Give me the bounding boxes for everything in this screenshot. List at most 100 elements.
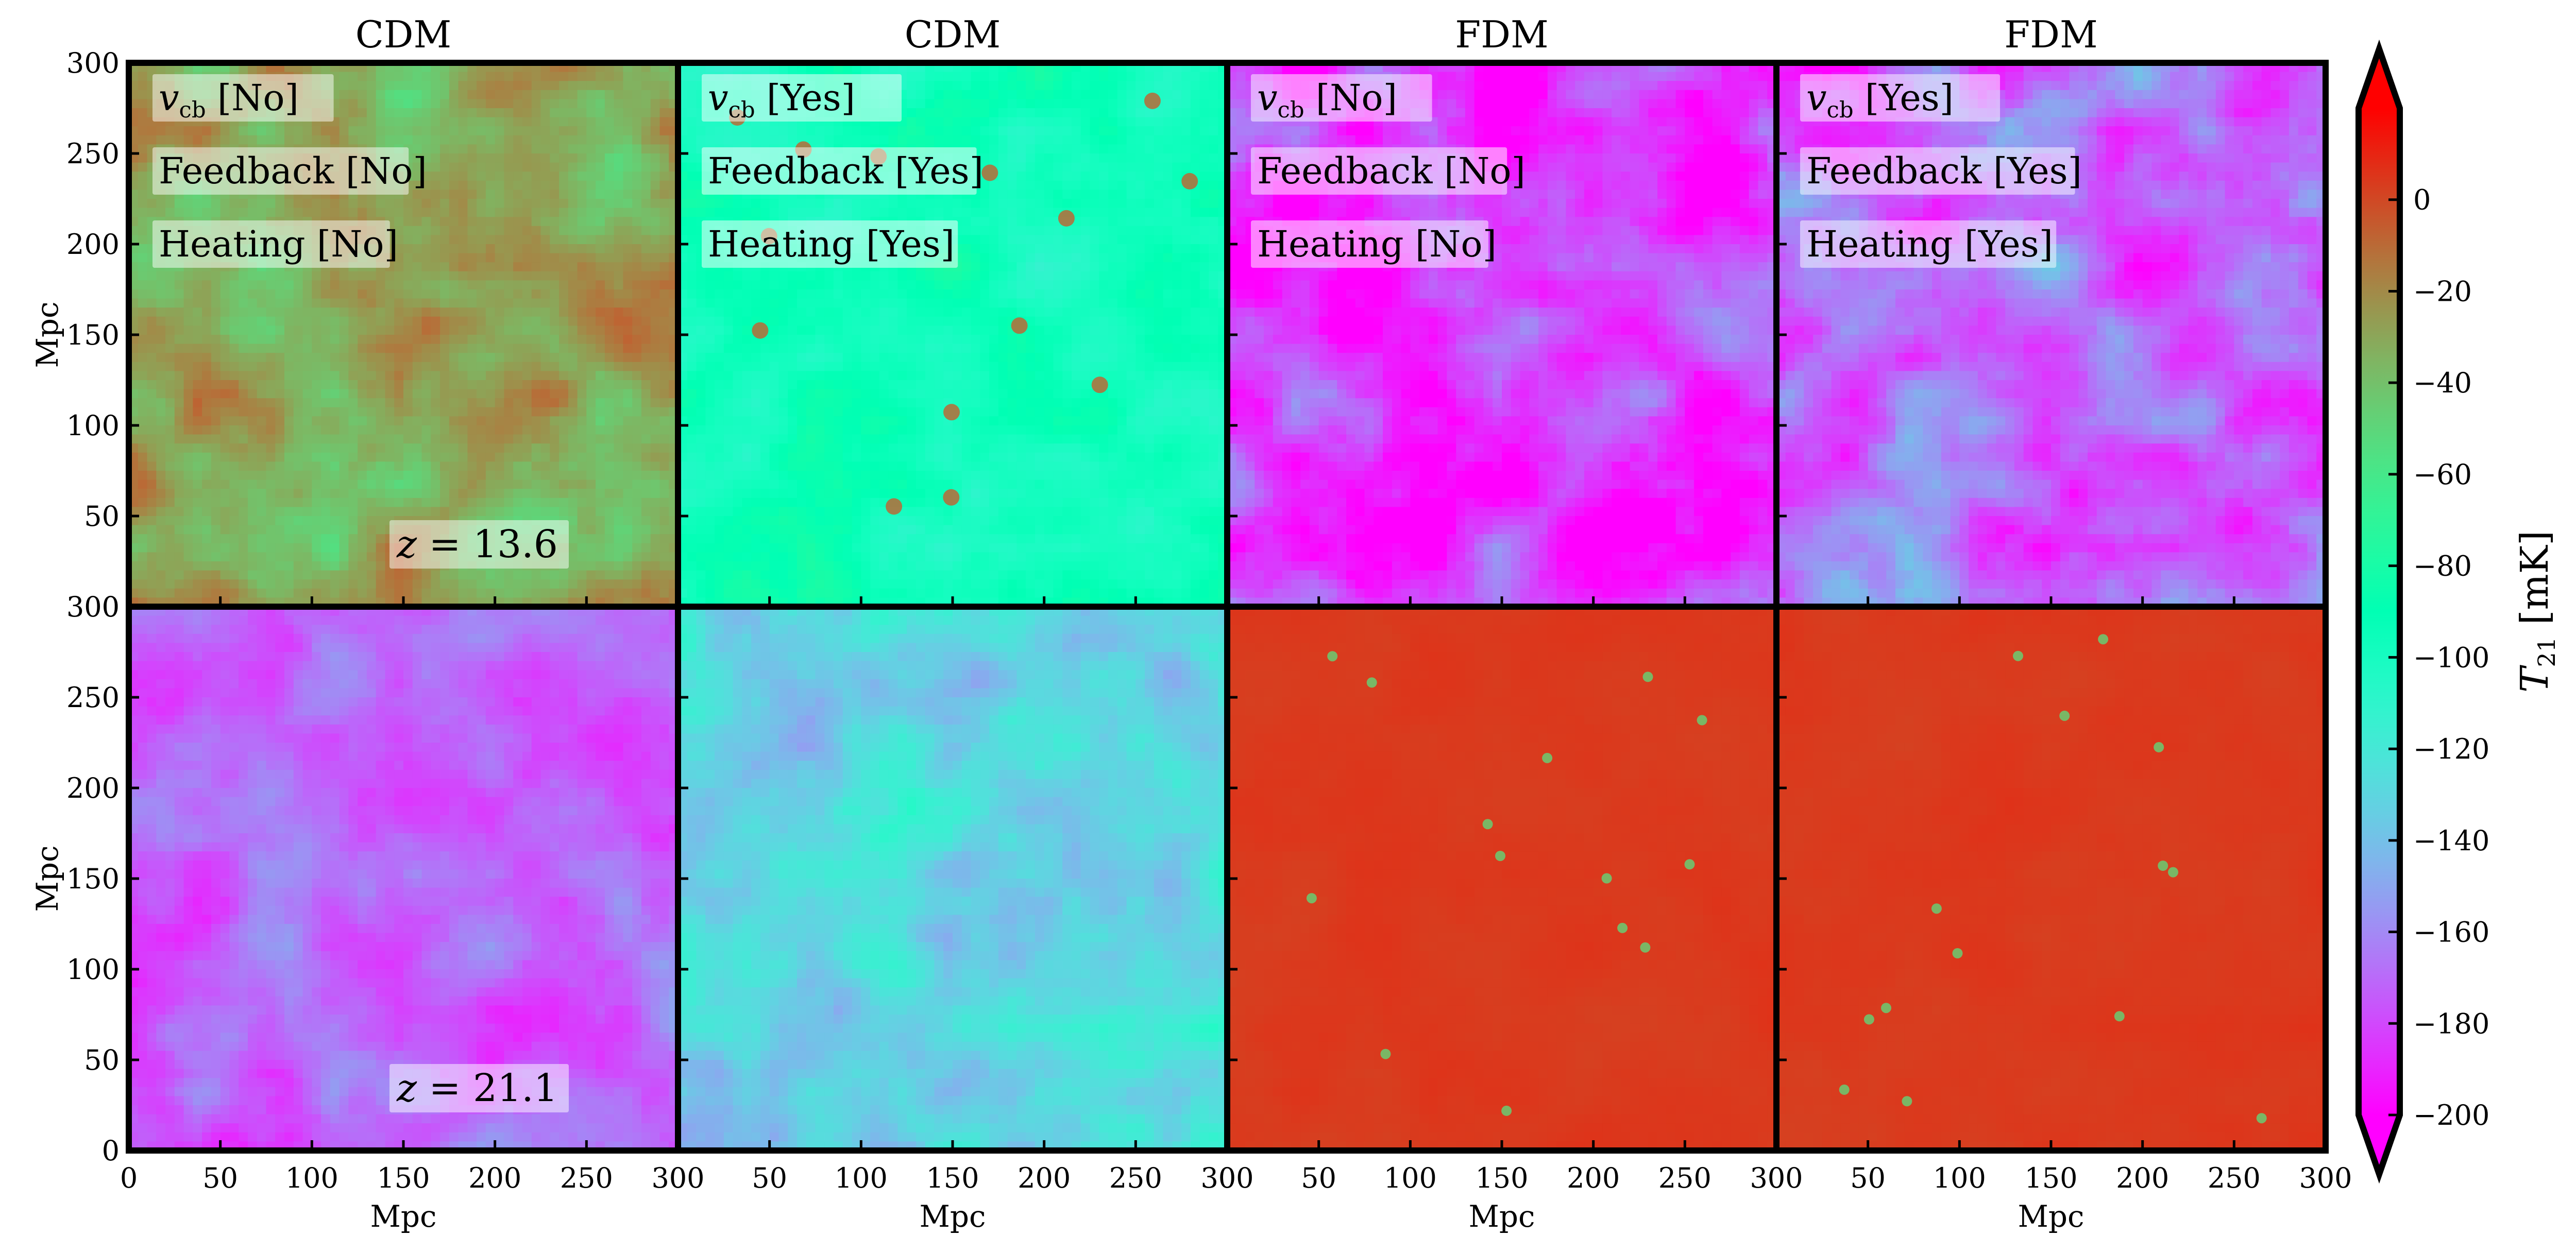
x-tick-label: 150: [2024, 1162, 2077, 1194]
annotation-label: Feedback [Yes]: [1806, 150, 2082, 192]
annotation-background: [152, 74, 334, 122]
heatmap-panel-2-3: [1227, 607, 1776, 1151]
x-tick-label: 200: [1567, 1162, 1620, 1194]
y-tick-label: 300: [66, 591, 120, 623]
x-tick-label: 50: [1850, 1162, 1886, 1194]
colorbar-extend-min: [2359, 1115, 2400, 1174]
colorbar-extend-max: [2359, 49, 2400, 108]
y-tick-label: 300: [66, 47, 120, 79]
x-tick-label: 100: [1384, 1162, 1437, 1194]
heatmap-panel-1-2: [678, 63, 1227, 607]
x-tick-label: 200: [2116, 1162, 2169, 1194]
x-tick-label: 100: [1933, 1162, 1986, 1194]
heatmap-panel-2-2: [678, 607, 1227, 1151]
y-tick-label: 150: [66, 863, 120, 895]
x-tick-label: 100: [285, 1162, 338, 1194]
y-tick-label: 200: [66, 772, 120, 804]
x-axis-label: Mpc: [1469, 1199, 1535, 1234]
x-tick-label: 150: [926, 1162, 979, 1194]
x-tick-label: 250: [1109, 1162, 1162, 1194]
heatmap-panel-1-4: [1776, 63, 2326, 607]
x-axis-label: Mpc: [920, 1199, 986, 1234]
y-tick-label: 100: [66, 953, 120, 986]
colorbar: [2359, 108, 2400, 1115]
x-tick-label: 50: [752, 1162, 787, 1194]
annotation-background: [1251, 74, 1432, 122]
x-tick-label: 0: [1768, 1162, 1785, 1194]
annotation-background: [152, 220, 390, 268]
colorbar-tick-label: −180: [2413, 1007, 2489, 1040]
annotation-label: Heating [Yes]: [1806, 223, 2053, 265]
annotation-label: Feedback [No]: [1257, 150, 1526, 192]
x-tick-label: 250: [2208, 1162, 2261, 1194]
x-tick-label: 300: [651, 1162, 704, 1194]
annotation-background: [152, 147, 409, 195]
colorbar-tick-label: −20: [2413, 275, 2472, 307]
x-tick-label: 300: [2299, 1162, 2352, 1194]
x-tick-label: 300: [1750, 1162, 1803, 1194]
colorbar-tick-label: −80: [2413, 550, 2472, 582]
colorbar-tick-label: −140: [2413, 825, 2489, 857]
annotation-label: vcb [Yes]: [708, 77, 855, 123]
annotation-background: [1800, 147, 2075, 195]
x-tick-label: 50: [1301, 1162, 1336, 1194]
x-tick-label: 0: [669, 1162, 687, 1194]
column-title: FDM: [1455, 13, 1548, 56]
annotation-label: Heating [No]: [1257, 223, 1497, 265]
column-title: CDM: [905, 13, 1001, 56]
annotation-label: Heating [Yes]: [708, 223, 955, 265]
x-tick-label: 50: [202, 1162, 238, 1194]
redshift-label-background: [389, 1064, 569, 1112]
y-tick-label: 50: [84, 1044, 120, 1076]
column-title: CDM: [355, 13, 452, 56]
x-tick-label: 100: [835, 1162, 888, 1194]
column-title: FDM: [2004, 13, 2097, 56]
annotation-label: Feedback [Yes]: [708, 150, 984, 192]
y-tick-label: 100: [66, 409, 120, 442]
colorbar-tick-label: −120: [2413, 733, 2489, 765]
x-tick-label: 300: [1200, 1162, 1253, 1194]
redshift-label: z = 13.6: [396, 522, 558, 566]
colorbar-tick-label: −160: [2413, 916, 2489, 949]
heatmap-panel-2-4: [1776, 607, 2326, 1151]
y-axis-label: Mpc: [30, 846, 65, 912]
annotation-background: [702, 220, 958, 268]
y-tick-label: 150: [66, 319, 120, 351]
x-axis-label: Mpc: [2018, 1199, 2084, 1234]
redshift-label: z = 21.1: [396, 1066, 558, 1110]
annotation-label: Feedback [No]: [159, 150, 427, 192]
colorbar-tick-label: −100: [2413, 641, 2489, 674]
y-tick-label: 250: [66, 138, 120, 170]
colorbar-tick-label: −200: [2413, 1099, 2489, 1131]
x-tick-label: 200: [1018, 1162, 1071, 1194]
colorbar-tick-label: 0: [2413, 184, 2431, 216]
redshift-label-background: [389, 520, 569, 569]
annotation-label: vcb [No]: [1257, 77, 1397, 123]
annotation-background: [702, 147, 977, 195]
colorbar-label: T21 [mK]: [2513, 530, 2561, 693]
annotation-label: Heating [No]: [159, 223, 398, 265]
x-tick-label: 150: [377, 1162, 430, 1194]
annotation-background: [702, 74, 902, 122]
y-tick-label: 250: [66, 681, 120, 714]
colorbar-tick-label: −40: [2413, 367, 2472, 399]
y-axis-label: Mpc: [30, 302, 65, 368]
x-axis-label: Mpc: [370, 1199, 437, 1234]
x-tick-label: 0: [1218, 1162, 1236, 1194]
x-tick-label: 250: [1658, 1162, 1711, 1194]
y-tick-label: 0: [102, 1135, 120, 1167]
annotation-label: vcb [No]: [159, 77, 299, 123]
annotation-label: vcb [Yes]: [1806, 77, 1954, 123]
annotation-background: [1800, 220, 2057, 268]
x-tick-label: 250: [560, 1162, 613, 1194]
y-tick-label: 50: [84, 500, 120, 533]
colorbar-tick-label: −60: [2413, 458, 2472, 491]
annotation-background: [1251, 220, 1488, 268]
y-tick-label: 200: [66, 228, 120, 261]
heatmap-panel-1-3: [1227, 63, 1776, 607]
x-tick-label: 150: [1475, 1162, 1528, 1194]
annotation-background: [1251, 147, 1507, 195]
x-tick-label: 0: [120, 1162, 138, 1194]
x-tick-label: 200: [468, 1162, 521, 1194]
